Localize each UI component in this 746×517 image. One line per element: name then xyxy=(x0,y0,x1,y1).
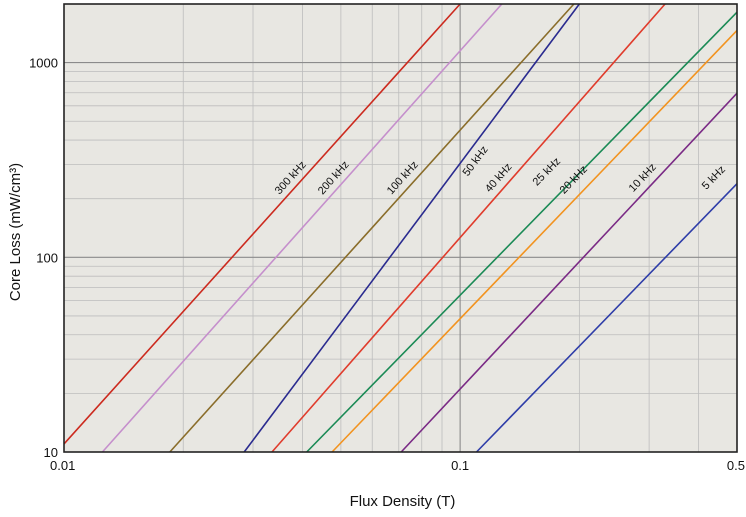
x-tick-label: 0.5 xyxy=(727,458,745,473)
y-tick-label: 100 xyxy=(36,250,58,265)
y-tick-labels: 10 100 1000 xyxy=(29,56,58,460)
plot-area xyxy=(64,4,737,452)
series-line-10-khz xyxy=(400,92,738,453)
series-line-5-khz xyxy=(475,183,738,453)
series-line-50-khz xyxy=(243,3,581,453)
series-line-100-khz xyxy=(169,3,575,453)
x-tick-labels: 0.01 0.1 0.5 xyxy=(50,458,745,473)
series-line-40-khz xyxy=(271,3,666,453)
series-line-25-khz xyxy=(306,11,738,453)
y-tick-label: 1000 xyxy=(29,56,58,71)
series-lines xyxy=(63,3,738,453)
series-line-20-khz xyxy=(331,29,738,453)
major-grid xyxy=(64,4,737,452)
minor-grid xyxy=(64,4,737,452)
y-axis-title: Core Loss (mW/cm³) xyxy=(7,163,24,301)
x-tick-label: 0.01 xyxy=(50,458,75,473)
x-tick-label: 0.1 xyxy=(451,458,469,473)
y-tick-label: 10 xyxy=(44,445,58,460)
x-axis-title: Flux Density (T) xyxy=(350,493,456,510)
series-line-300-khz xyxy=(63,3,461,445)
plot-frame xyxy=(63,3,738,453)
series-line-200-khz xyxy=(101,3,503,453)
